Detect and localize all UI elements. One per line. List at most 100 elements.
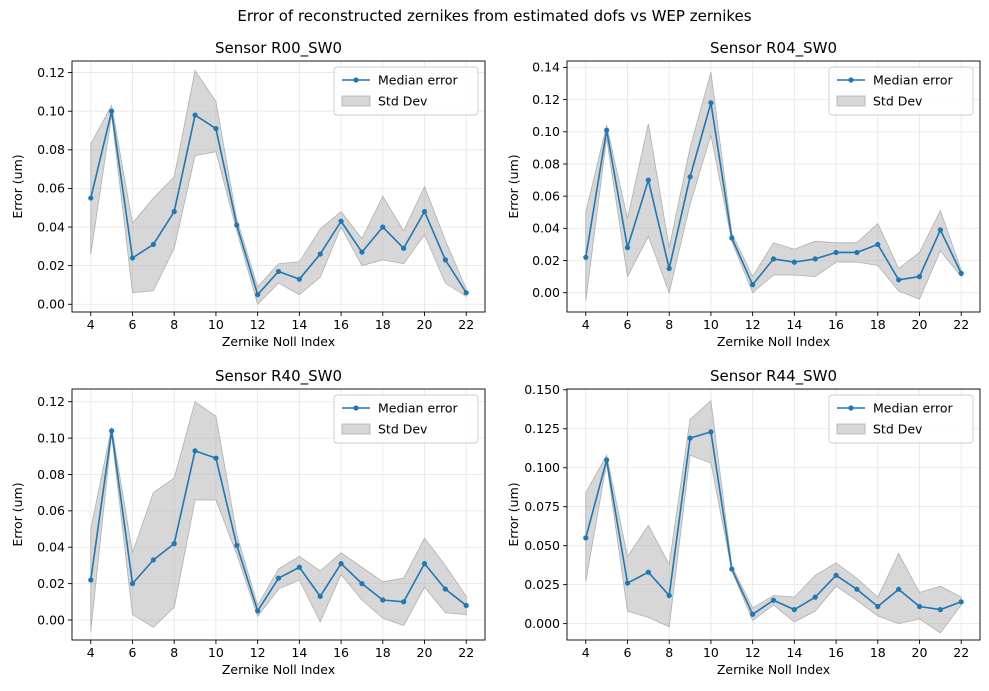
x-tick-label: 20 [912, 645, 928, 660]
legend: Median error Std Dev [828, 66, 974, 116]
median-point [463, 290, 469, 296]
x-tick-label: 4 [87, 645, 95, 660]
x-tick-label: 6 [624, 317, 632, 332]
x-tick-label: 16 [828, 645, 844, 660]
y-tick-label: 0.025 [524, 577, 560, 592]
x-tick-label: 8 [170, 317, 178, 332]
y-axis-label: Error (um) [10, 154, 25, 218]
median-point [791, 259, 797, 265]
std-dev-band [585, 399, 962, 634]
y-tick-label: 0.02 [532, 253, 560, 268]
y-tick-label: 0.075 [524, 499, 560, 514]
median-point [380, 597, 386, 603]
std-dev-band [90, 69, 467, 306]
y-tick-label: 0.150 [524, 382, 560, 397]
median-point [275, 575, 282, 581]
median-point [421, 209, 428, 215]
y-tick-label: 0.125 [524, 421, 560, 436]
legend-label-median: Median error [378, 73, 459, 88]
legend: Median error Std Dev [333, 394, 479, 444]
legend-label-median: Median error [873, 73, 954, 88]
legend-marker-swatch [353, 405, 359, 411]
legend-band-swatch [341, 95, 371, 107]
median-point [854, 249, 860, 256]
median-point [896, 586, 902, 592]
y-tick-label: 0.06 [532, 188, 560, 203]
median-point [583, 535, 589, 541]
median-point [109, 108, 115, 114]
median-point [583, 254, 589, 260]
median-point [442, 257, 448, 263]
subplot-title: Sensor R04_SW0 [710, 39, 837, 58]
legend-marker-swatch [353, 77, 359, 83]
median-point [338, 561, 344, 567]
axes-frame [566, 388, 981, 641]
median-point [129, 255, 136, 261]
median-point [958, 270, 964, 276]
y-tick-label: 0.08 [37, 467, 65, 482]
median-point [687, 174, 693, 180]
y-tick-label: 0.00 [532, 285, 560, 300]
y-tick-label: 0.000 [524, 616, 560, 631]
x-axis-label: Zernike Noll Index [222, 662, 335, 677]
x-tick-label: 4 [87, 317, 95, 332]
y-tick-label: 0.10 [37, 430, 65, 445]
median-point [213, 125, 219, 132]
median-point [750, 282, 756, 288]
median-point [791, 606, 797, 613]
median-point [896, 277, 902, 283]
legend-marker-swatch [848, 77, 854, 83]
legend: Median error Std Dev [828, 394, 974, 444]
median-point [812, 594, 818, 600]
x-tick-label: 8 [170, 645, 178, 660]
x-tick-label: 20 [912, 317, 928, 332]
x-tick-label: 16 [333, 645, 349, 660]
median-point [833, 572, 839, 578]
y-axis-label: Error (um) [10, 482, 25, 546]
x-axis-label: Zernike Noll Index [717, 334, 830, 349]
y-tick-label: 0.08 [37, 142, 65, 157]
legend-label-std: Std Dev [873, 422, 923, 437]
x-tick-label: 20 [417, 317, 433, 332]
median-point [88, 577, 94, 583]
median-point [875, 241, 881, 248]
x-axis-label: Zernike Noll Index [222, 334, 335, 349]
x-tick-label: 10 [208, 645, 224, 660]
median-point [645, 177, 651, 183]
y-tick-label: 0.06 [37, 181, 65, 196]
median-point [624, 580, 631, 586]
median-point [359, 249, 365, 255]
y-tick-label: 0.06 [37, 503, 65, 518]
subplot-2: 4 6 8 10 12 14 16 18 20 22 0.00 0.02 0.04 0.06 0.08 0.1… [506, 39, 981, 349]
median-point [604, 127, 610, 133]
x-tick-label: 20 [417, 645, 433, 660]
median-point [666, 265, 672, 272]
x-tick-label: 12 [745, 317, 761, 332]
x-tick-label: 22 [953, 317, 969, 332]
legend-band-swatch [836, 423, 866, 435]
x-tick-label: 22 [458, 645, 474, 660]
x-tick-label: 18 [870, 317, 886, 332]
y-tick-label: 0.12 [37, 394, 65, 409]
y-tick-label: 0.08 [532, 156, 560, 171]
y-tick-label: 0.10 [532, 124, 560, 139]
x-tick-label: 22 [953, 645, 969, 660]
median-point [875, 603, 881, 610]
y-tick-label: 0.12 [37, 65, 65, 80]
y-tick-label: 0.04 [37, 219, 65, 234]
y-tick-label: 0.04 [37, 540, 65, 555]
y-tick-label: 0.02 [37, 576, 65, 591]
axes-frame [71, 60, 486, 313]
y-tick-label: 0.050 [524, 538, 560, 553]
median-point [833, 249, 839, 256]
median-point [109, 428, 115, 434]
y-tick-label: 0.10 [37, 104, 65, 119]
y-tick-label: 0.14 [532, 60, 560, 75]
x-tick-label: 10 [703, 317, 719, 332]
legend-marker-swatch [848, 405, 854, 411]
y-axis-label: Error (um) [506, 154, 521, 218]
y-tick-label: 0.00 [37, 297, 65, 312]
median-point [171, 209, 177, 215]
std-dev-band [585, 72, 962, 301]
